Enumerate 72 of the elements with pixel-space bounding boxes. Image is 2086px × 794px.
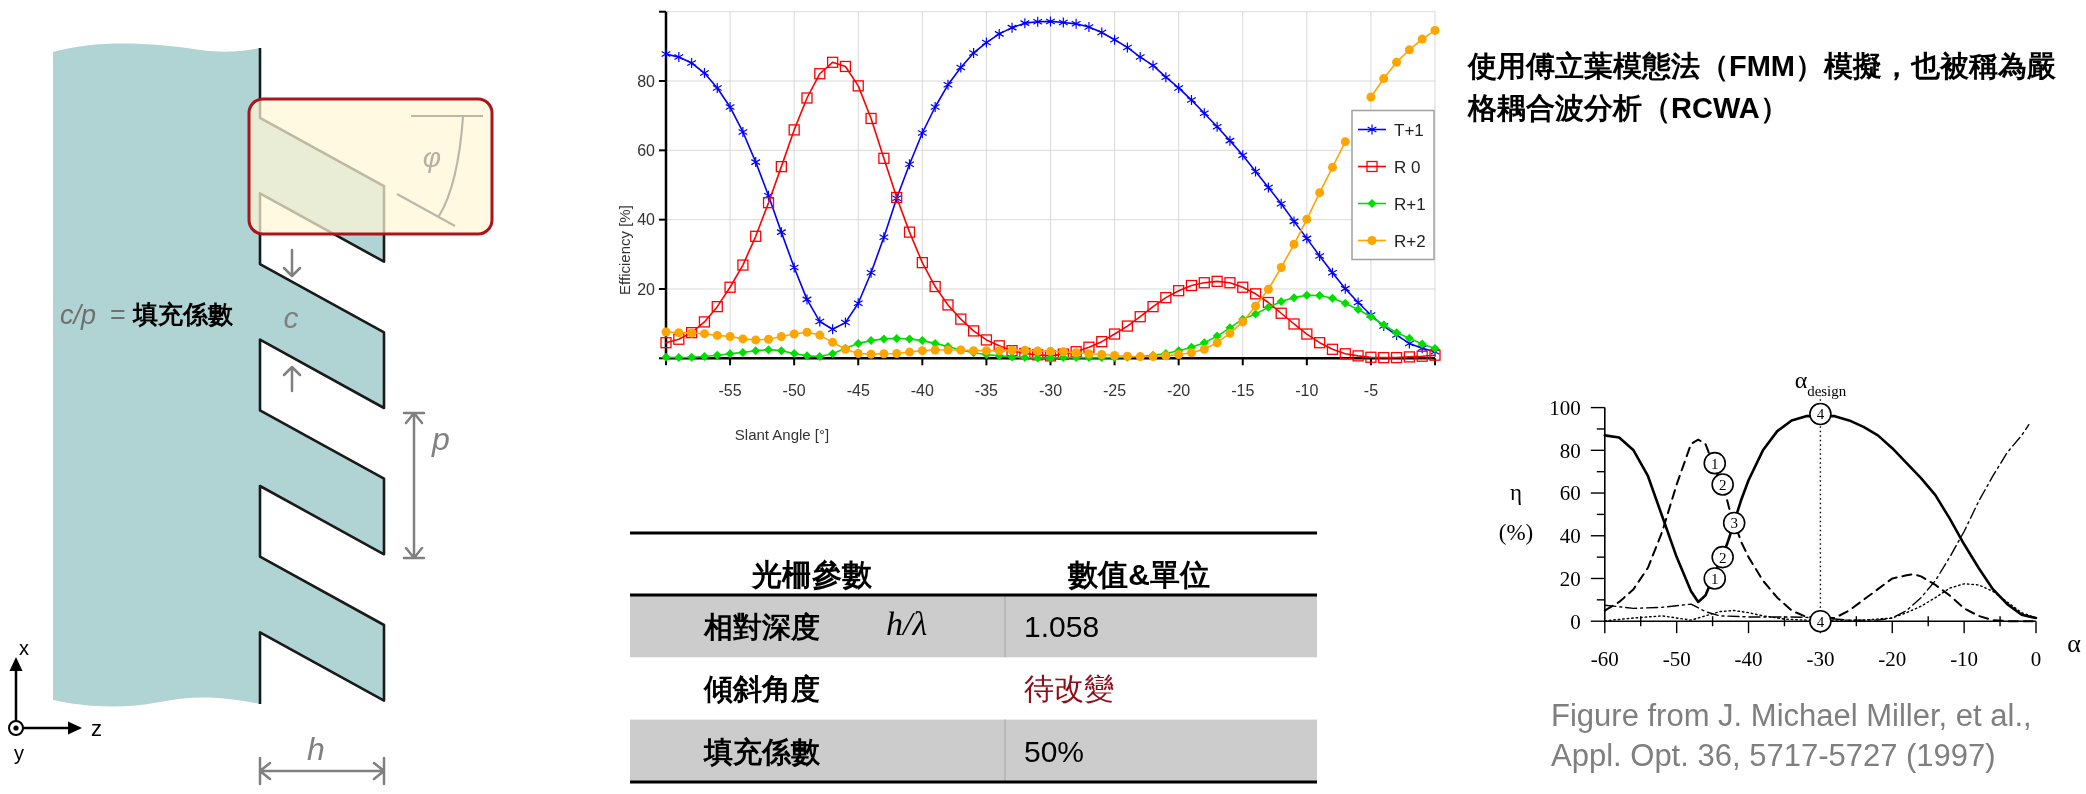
text: z bbox=[91, 716, 102, 741]
x-tick-label: -50 bbox=[782, 382, 806, 399]
x-tick-label: -20 bbox=[1878, 647, 1907, 671]
x-tick-label: -50 bbox=[1662, 647, 1691, 671]
x-tick-label: -20 bbox=[1167, 382, 1191, 399]
text: p bbox=[431, 421, 450, 457]
note: 2 bbox=[1711, 473, 1734, 496]
y-tick-label: 80 bbox=[637, 72, 656, 90]
annotation: 4 bbox=[1816, 613, 1825, 630]
x-tick-label: -45 bbox=[846, 382, 870, 399]
text: c bbox=[283, 301, 299, 334]
category-label: 傾斜角度 bbox=[704, 673, 820, 706]
annotation: 1 bbox=[1711, 570, 1719, 587]
note: 4 bbox=[1809, 402, 1832, 426]
category-label: h/λ bbox=[886, 605, 928, 642]
text: φ bbox=[422, 142, 442, 173]
y-tick-label: 60 bbox=[1559, 481, 1581, 506]
y-tick-label: 100 bbox=[1549, 395, 1581, 420]
y-axis-title: η (%) bbox=[1498, 480, 1534, 545]
y-tick-label: 40 bbox=[1559, 524, 1581, 549]
x-tick-label: -5 bbox=[1363, 382, 1379, 399]
annotation: 3 bbox=[1730, 515, 1738, 532]
note: 1 bbox=[1703, 567, 1727, 590]
x-axis-title: Slant Angle [°] bbox=[734, 426, 830, 443]
category-label: 數值&單位 bbox=[1067, 558, 1210, 591]
y-tick-label: 20 bbox=[637, 280, 656, 298]
x-tick-label: -40 bbox=[910, 382, 934, 399]
x-tick-label: -15 bbox=[1231, 382, 1255, 399]
annotation: 4 bbox=[1816, 406, 1825, 423]
text: 填充係數 bbox=[132, 300, 234, 328]
y-tick-label: 0 bbox=[1570, 609, 1581, 634]
ref-line-label: α$_{design}$ bbox=[1794, 366, 1847, 399]
legend-label: R+1 bbox=[1394, 194, 1426, 214]
legend-label: R+2 bbox=[1394, 231, 1426, 251]
x-tick-label: -30 bbox=[1806, 647, 1835, 671]
x-tick-label: -60 bbox=[1590, 647, 1619, 671]
text: y bbox=[14, 742, 24, 764]
legend-label: T+1 bbox=[1394, 120, 1424, 140]
note: 4 bbox=[1809, 609, 1832, 633]
category-label: 光柵參數 bbox=[750, 558, 873, 591]
x-tick-label: -10 bbox=[1950, 647, 1979, 671]
x-tick-label: -25 bbox=[1103, 382, 1127, 399]
annotation: 2 bbox=[1718, 476, 1727, 493]
note: 3 bbox=[1722, 511, 1746, 535]
note: 1 bbox=[1703, 451, 1727, 475]
y-tick-label: 80 bbox=[1559, 438, 1581, 463]
x-tick-label: -30 bbox=[1038, 382, 1063, 399]
text: x bbox=[19, 637, 29, 659]
text: Figure from J. Michael Miller, et al., Appl. Opt. 36, 5717-5727 (1997) bbox=[1551, 697, 2033, 775]
text: = bbox=[110, 300, 126, 330]
note: 2 bbox=[1711, 545, 1734, 569]
text: 50% bbox=[1024, 734, 1085, 768]
text: h bbox=[307, 731, 325, 767]
y-tick-label: 40 bbox=[637, 211, 656, 229]
x-tick-label: -10 bbox=[1295, 382, 1319, 399]
x-tick-label: -40 bbox=[1734, 647, 1763, 671]
x-tick-label: 0 bbox=[2030, 647, 2042, 671]
x-tick-label: -35 bbox=[974, 382, 999, 399]
category-label: 填充係數 bbox=[704, 735, 820, 768]
legend-label: R 0 bbox=[1394, 157, 1421, 177]
y-tick-label: 60 bbox=[637, 141, 656, 159]
annotation: 2 bbox=[1718, 549, 1727, 566]
text: 待改變 bbox=[1024, 672, 1114, 706]
x-axis-title: α bbox=[2067, 629, 2082, 658]
y-tick-label: 20 bbox=[1559, 566, 1581, 591]
text: 使用傅立葉模態法（FMM）模擬，也被稱為嚴格耦合波分析（RCWA） bbox=[1468, 49, 2058, 126]
y-axis-title: Efficiency [%] bbox=[616, 205, 633, 295]
text: 1.058 bbox=[1024, 610, 1100, 643]
x-tick-label: -55 bbox=[718, 382, 742, 399]
text: c/p bbox=[60, 300, 97, 330]
category-label: 相對深度 bbox=[704, 611, 820, 643]
annotation: 1 bbox=[1711, 455, 1719, 472]
